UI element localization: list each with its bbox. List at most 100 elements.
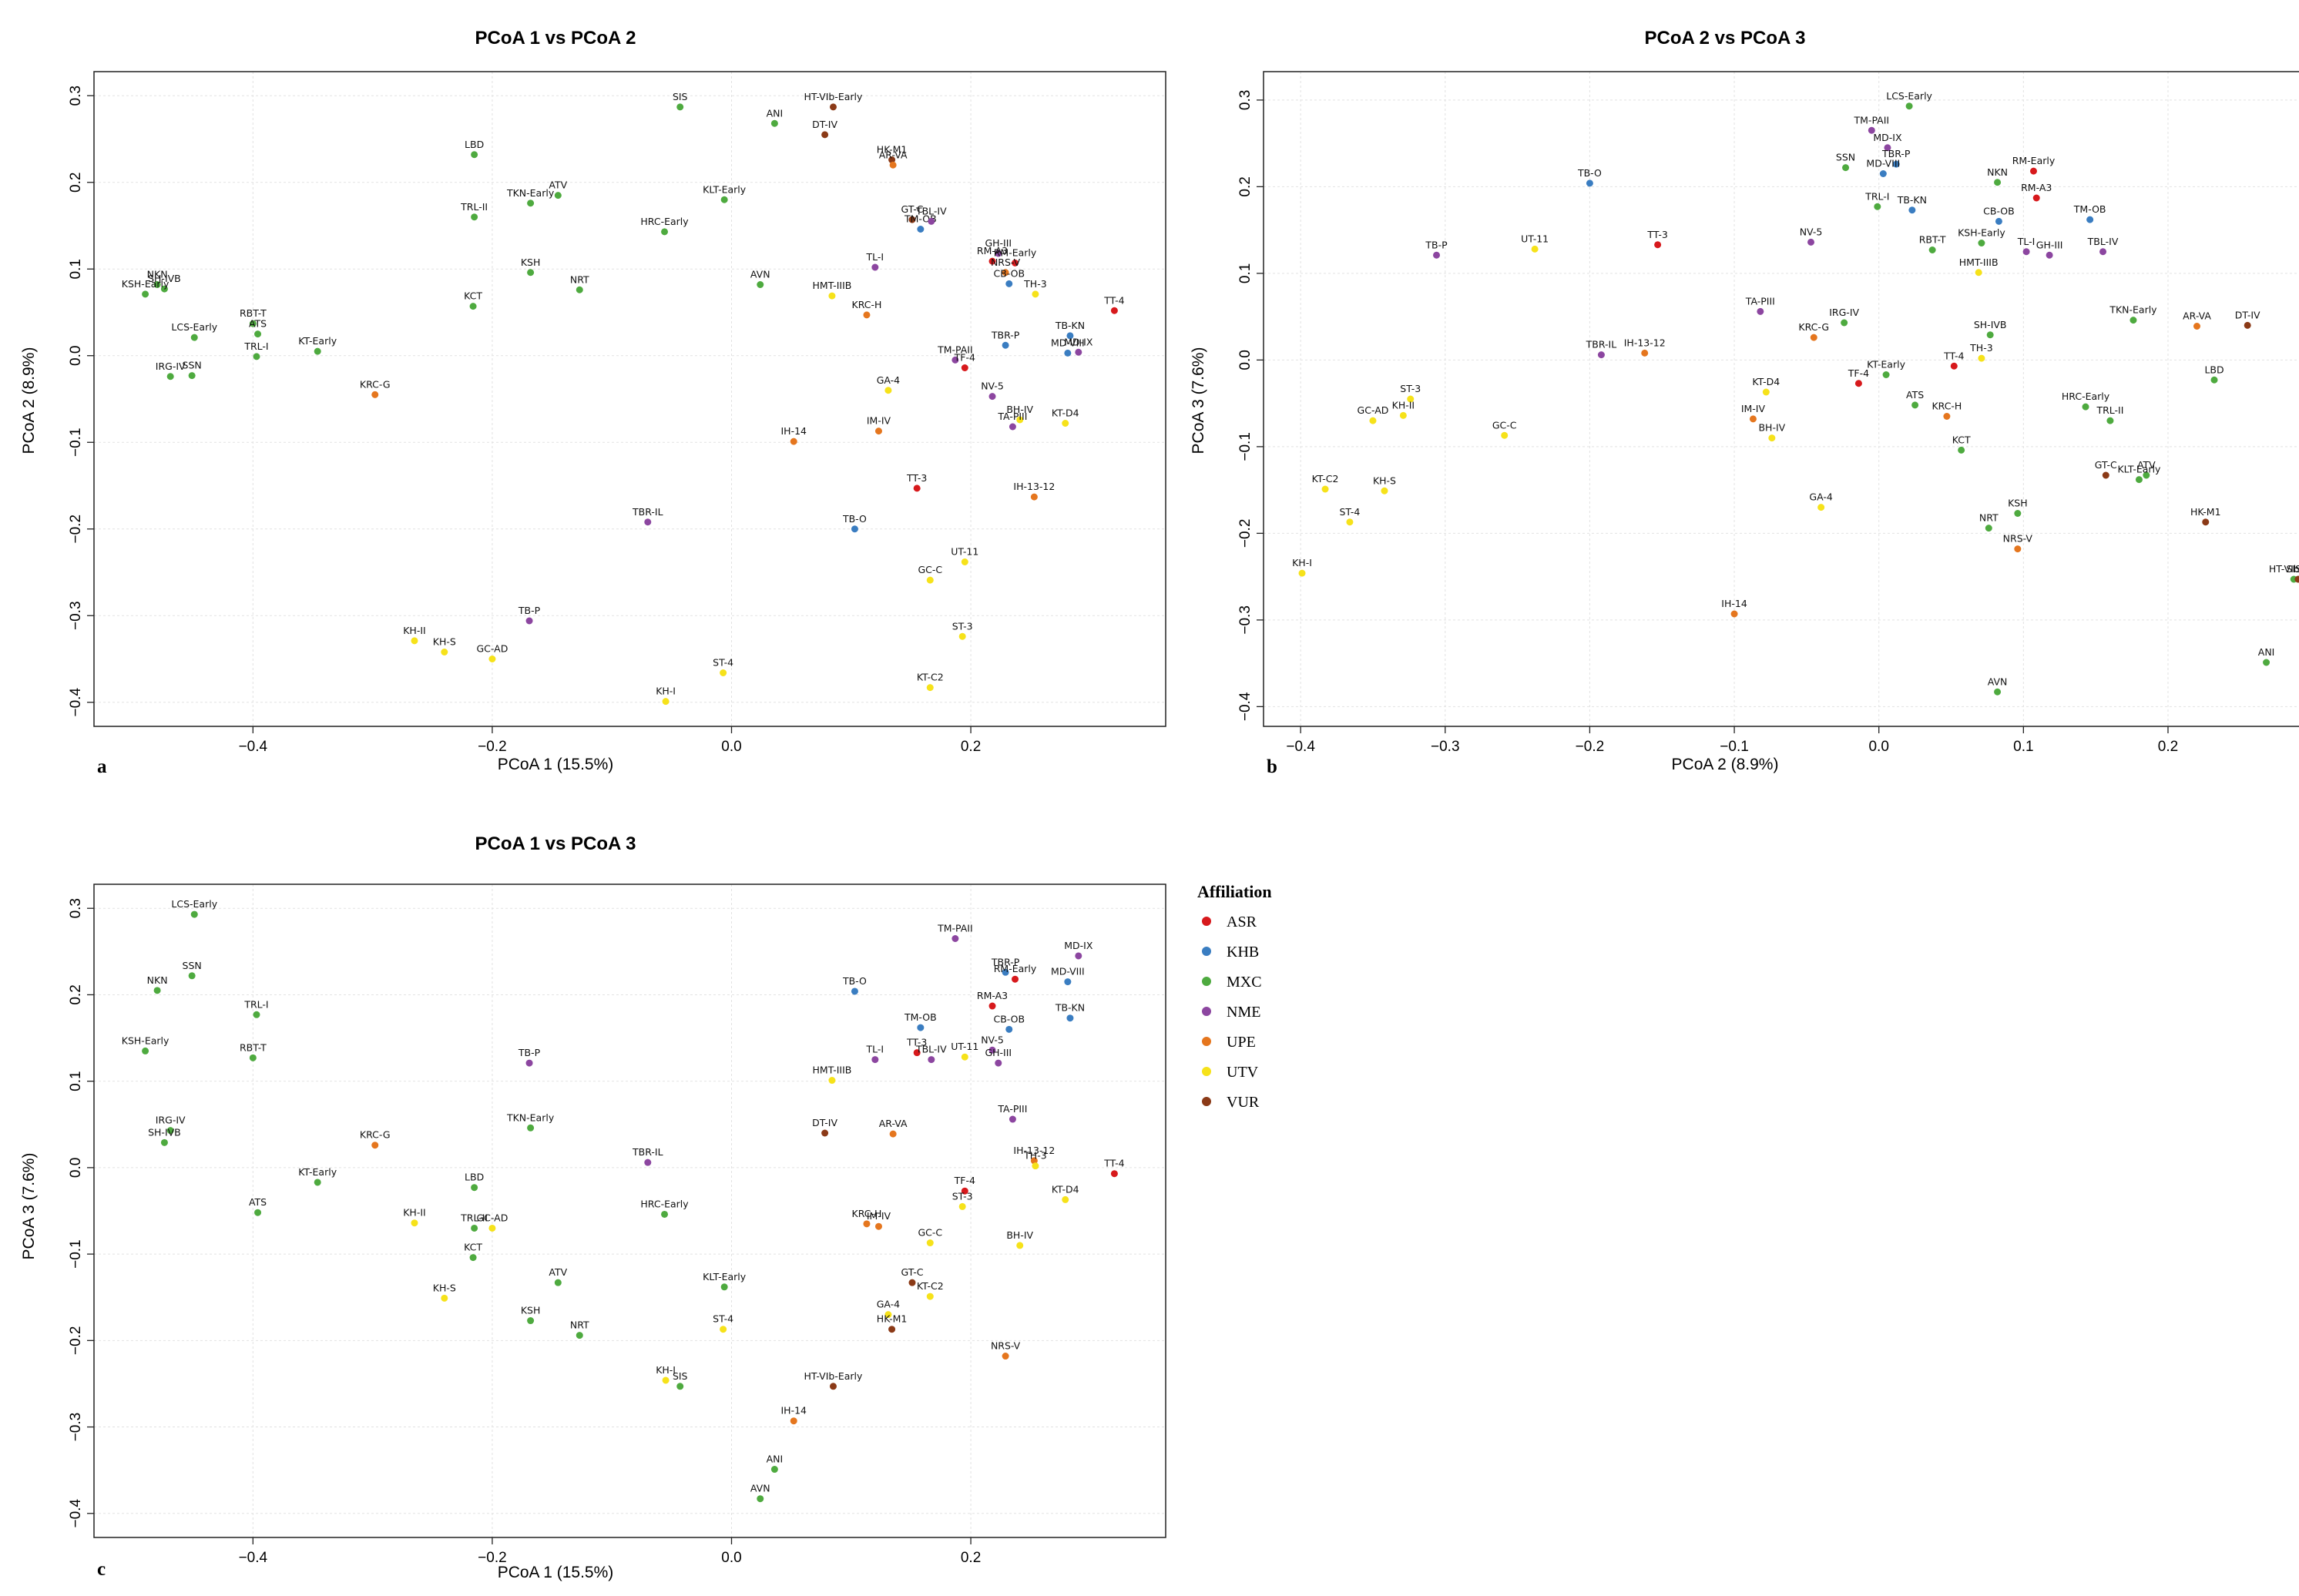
panel-a-point-nrs-v: [1002, 269, 1009, 277]
panel-b-point-ut-11: [1531, 245, 1539, 253]
panel-b-x-tick-label: 0.1: [2013, 739, 2033, 755]
panel-c-point-md-ix: [1075, 952, 1082, 960]
panel-b-point-gc-ad-label: GC-AD: [1358, 404, 1389, 416]
panel-a-point-hmt-iiib-label: HMT-IIIB: [813, 280, 852, 291]
panel-c-point-nrs-v: [1002, 1353, 1009, 1360]
panel-b-point-tb-o-label: TB-O: [1577, 167, 1602, 179]
panel-b-point-hmt-iiib: [1975, 269, 1982, 277]
panel-b-point-ssn-label: SSN: [1836, 152, 1855, 163]
panel-c-point-kh-ii-label: KH-II: [403, 1207, 425, 1219]
panel-c-point-tbr-p-label: TBR-P: [991, 956, 1020, 967]
panel-c-y-tick-label: 0.3: [68, 898, 84, 918]
panel-a-y-tick-label: −0.2: [68, 515, 84, 544]
panel-b-point-nv-5: [1807, 238, 1815, 246]
panel-a-point-gh-iii-label: GH-III: [985, 237, 1012, 249]
legend-label-asr: ASR: [1227, 914, 1257, 930]
panel-c-point-ats-label: ATS: [249, 1196, 267, 1208]
panel-a-point-md-ix: [1075, 348, 1082, 356]
panel-b-point-ih-13-12-label: IH-13-12: [1624, 337, 1666, 348]
panel-c-point-tbl-iv-label: TBL-IV: [915, 1044, 947, 1055]
panel-c-x-tick-label: 0.2: [961, 1550, 981, 1566]
panel-a-point-hrc-early: [661, 228, 669, 236]
panel-b-point-rbt-t: [1928, 246, 1936, 253]
panel-a-point-ih-14-label: IH-14: [780, 425, 807, 437]
panel-c-point-kt-d4: [1062, 1195, 1069, 1203]
panel-b-x-tick-label: −0.2: [1576, 739, 1605, 755]
panel-a-point-ar-va: [889, 161, 897, 169]
panel-b-point-md-ix: [1884, 144, 1891, 152]
panel-a-x-tick-label: −0.2: [478, 739, 507, 755]
panel-b-point-tt-3: [1654, 241, 1662, 249]
panel-a-point-ksh-label: KSH: [521, 256, 541, 268]
panel-c-point-irg-iv: [166, 1127, 174, 1135]
panel-a-point-tb-kn-label: TB-KN: [1055, 320, 1085, 331]
panel-b-point-nkn-label: NKN: [1987, 166, 2008, 178]
panel-a-y-tick-label: −0.4: [68, 688, 84, 717]
panel-a-point-kh-ii: [411, 637, 418, 645]
panel-b-point-ta-piii: [1757, 307, 1764, 315]
panel-a-point-ut-11-label: UT-11: [951, 546, 978, 558]
panel-b-point-krc-h-label: KRC-H: [1931, 401, 1962, 412]
panel-a-point-cb-ob: [1005, 280, 1013, 287]
panel-a-point-tt-3: [913, 484, 921, 492]
panel-a-point-kt-c2: [926, 684, 934, 692]
panel-a-point-kh-s: [441, 649, 448, 656]
panel-a-point-tm-ob: [917, 226, 925, 233]
panel-b-point-rm-early: [2029, 167, 2037, 175]
panel-a-point-kh-ii-label: KH-II: [403, 625, 425, 636]
panel-b-point-gc-ad: [1369, 417, 1377, 424]
panel-a-point-nkn-label: NKN: [147, 269, 168, 280]
panel-c-point-nkn-label: NKN: [147, 974, 168, 986]
panel-a-point-ga-4-label: GA-4: [877, 374, 900, 386]
panel-a-point-tl-i: [871, 263, 879, 271]
panel-c-point-tm-ob: [917, 1024, 925, 1031]
panel-c-point-dt-iv-label: DT-IV: [812, 1117, 837, 1128]
panel-c-point-tkn-early: [527, 1124, 535, 1132]
panel-a-point-ksh-early: [142, 290, 149, 298]
panel-c-point-tb-o: [851, 987, 858, 995]
panel-b-point-ssn: [1842, 164, 1850, 172]
panel-a-point-tt-4: [1110, 307, 1118, 314]
legend-label-upe: UPE: [1227, 1034, 1256, 1051]
panel-c-point-trl-i: [253, 1011, 260, 1018]
panel-c-point-gc-c: [926, 1239, 934, 1247]
panel-a-point-th-3-label: TH-3: [1023, 278, 1047, 290]
panel-a-point-sh-ivb: [160, 285, 168, 293]
panel-b-point-kct: [1958, 446, 1965, 454]
panel-b-point-krc-h: [1943, 413, 1951, 420]
panel-c-point-gt-c: [908, 1279, 916, 1286]
panel-a-point-ht-vib-early-label: HT-VIb-Early: [804, 91, 864, 102]
panel-a-point-st-3: [958, 632, 966, 640]
panel-a-point-ani: [770, 119, 778, 127]
panel-a-x-tick-label: 0.0: [721, 739, 741, 755]
panel-b-point-st-4: [1346, 518, 1354, 526]
panel-a-point-hk-m1-label: HK-M1: [877, 144, 908, 156]
panel-a-point-avn-label: AVN: [750, 269, 770, 280]
panel-a-point-sis-label: SIS: [673, 91, 688, 102]
panel-b-point-atv-label: ATV: [2137, 459, 2156, 471]
panel-b-point-ksh-early: [1978, 240, 1985, 246]
panel-a-point-irg-iv-label: IRG-IV: [156, 360, 186, 372]
panel-b-pcoa2-vs-pcoa3: PCoA 2 vs PCoA 3 PCoA 2 (8.9%) PCoA 3 (7…: [1190, 28, 2299, 777]
panel-c-y-tick-label: 0.1: [68, 1071, 84, 1091]
panel-a-point-st-4-label: ST-4: [713, 657, 733, 669]
legend-label-utv: UTV: [1227, 1064, 1259, 1081]
panel-a-point-klt-early-label: KLT-Early: [703, 183, 747, 195]
panel-b-point-gt-c: [2102, 471, 2109, 479]
panel-a-y-tick-label: −0.3: [68, 601, 84, 630]
panel-c-point-th-3: [1032, 1162, 1039, 1170]
panel-a-point-kt-early: [314, 347, 321, 355]
panel-b-point-kh-i-label: KH-I: [1292, 557, 1312, 568]
panel-b-point-ar-va: [2193, 323, 2201, 330]
panel-c-point-kh-i: [662, 1376, 670, 1384]
panel-c-point-st-3-label: ST-3: [952, 1190, 973, 1202]
panel-c-point-md-viii-label: MD-VIII: [1051, 966, 1085, 977]
panel-c-point-rbt-t-label: RBT-T: [240, 1041, 267, 1053]
panel-c-y-axis-label: PCoA 3 (7.6%): [20, 1153, 38, 1260]
panel-c-y-tick-label: −0.1: [68, 1239, 84, 1269]
panel-c-point-nrs-v-label: NRS-V: [991, 1340, 1021, 1352]
panel-b-point-kt-c2: [1321, 485, 1329, 493]
panel-c-point-dt-iv: [821, 1129, 829, 1137]
panel-a-y-tick-label: −0.1: [68, 428, 84, 457]
panel-b-point-tkn-early: [2130, 317, 2137, 324]
